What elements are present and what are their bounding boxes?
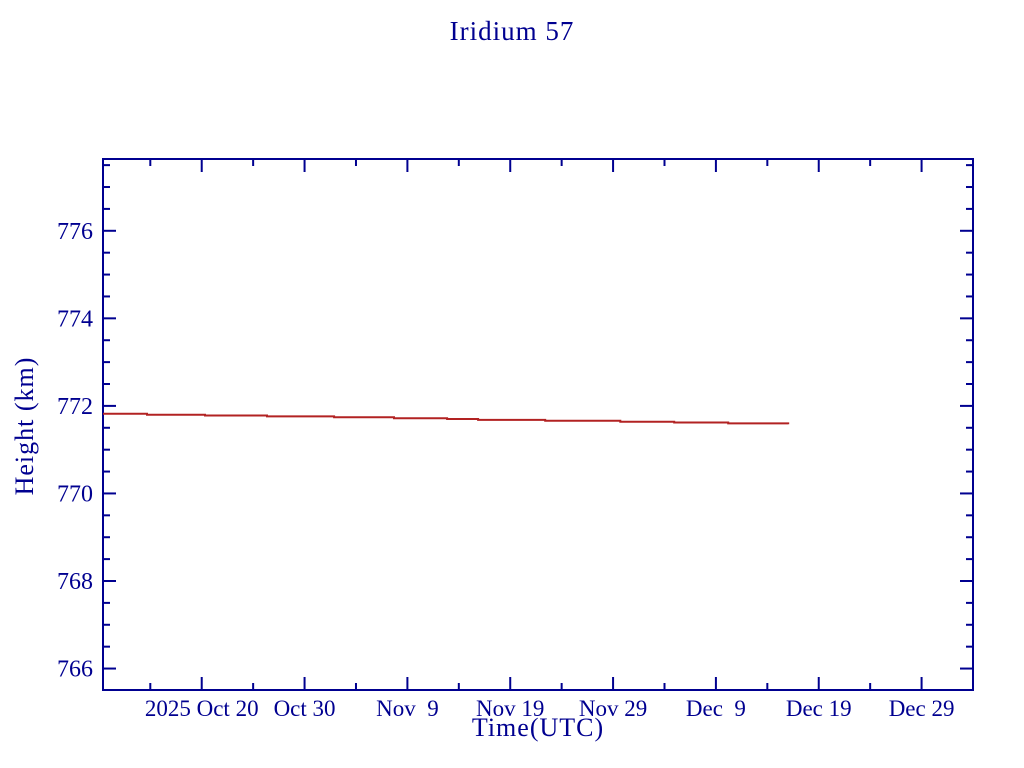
x-tick-label: Dec 19 <box>786 696 852 721</box>
y-tick-label: 768 <box>57 569 93 595</box>
x-axis-title: Time(UTC) <box>471 713 605 742</box>
y-axis-title-text: Height (km) <box>10 356 39 496</box>
x-tick-label: Nov 9 <box>376 696 439 721</box>
x-tick-label: Oct 30 <box>274 696 336 721</box>
y-tick-label: 776 <box>57 219 93 245</box>
y-tick-label: 770 <box>57 481 93 507</box>
x-tick-label: Dec 29 <box>889 696 955 721</box>
x-tick-label: Dec 9 <box>686 696 746 721</box>
x-tick-label: Nov 19 <box>476 696 544 721</box>
x-tick-label: Nov 29 <box>579 696 647 721</box>
chart-title: Iridium 57 <box>449 16 575 46</box>
y-tick-label: 766 <box>57 657 93 683</box>
plot-frame <box>102 158 974 691</box>
y-tick-label: 774 <box>57 306 93 332</box>
x-tick-label: 2025 Oct 20 <box>145 696 259 721</box>
y-tick-label: 772 <box>57 394 93 420</box>
series-line-height-km <box>103 412 790 425</box>
